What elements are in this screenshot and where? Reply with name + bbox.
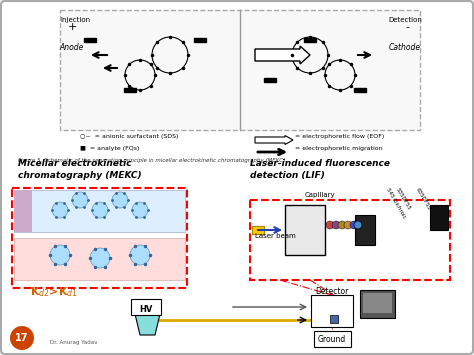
Bar <box>264 78 276 82</box>
Text: 535DF55: 535DF55 <box>395 187 412 211</box>
Circle shape <box>52 202 68 218</box>
Circle shape <box>332 221 340 229</box>
Text: Laser beam: Laser beam <box>255 233 296 239</box>
Circle shape <box>130 245 150 265</box>
Circle shape <box>112 192 128 208</box>
Text: Cathode: Cathode <box>389 43 421 52</box>
Text: Injection: Injection <box>60 17 90 23</box>
Bar <box>14 190 32 232</box>
Bar <box>330 315 338 323</box>
FancyBboxPatch shape <box>311 295 353 327</box>
Bar <box>124 88 136 92</box>
Bar <box>14 238 185 280</box>
Bar <box>355 215 375 245</box>
Text: Ground: Ground <box>318 335 346 344</box>
Bar <box>285 205 325 255</box>
Text: K$_{d2}$>K$_{d1}$: K$_{d2}$>K$_{d1}$ <box>30 285 78 299</box>
Bar <box>430 205 448 230</box>
Bar <box>304 38 316 42</box>
Text: Capillary: Capillary <box>305 192 336 198</box>
Circle shape <box>132 202 148 218</box>
Text: -: - <box>405 22 409 32</box>
Text: ■  = analyte (FQs): ■ = analyte (FQs) <box>80 146 139 151</box>
FancyArrow shape <box>255 46 310 64</box>
Text: ○~  = anionic surfactant (SDS): ○~ = anionic surfactant (SDS) <box>80 134 178 139</box>
FancyBboxPatch shape <box>250 200 450 280</box>
Circle shape <box>326 221 334 229</box>
Circle shape <box>50 245 70 265</box>
Text: = electrophoretic migration: = electrophoretic migration <box>295 146 383 151</box>
Circle shape <box>92 202 108 218</box>
Text: 545 Dichroic: 545 Dichroic <box>385 187 407 219</box>
Text: Detector: Detector <box>315 287 349 296</box>
Bar <box>252 226 264 234</box>
Bar <box>360 290 395 318</box>
Circle shape <box>90 248 110 268</box>
Text: Dr. Anurag Yadav: Dr. Anurag Yadav <box>50 340 98 345</box>
Circle shape <box>72 192 88 208</box>
FancyArrow shape <box>255 136 293 144</box>
Circle shape <box>344 221 352 229</box>
Bar <box>14 190 185 232</box>
Circle shape <box>354 221 362 229</box>
Text: Figure 5. Schematic of the separation principle in micellar electrokinetic chrom: Figure 5. Schematic of the separation pr… <box>18 158 287 163</box>
Text: 635DF55: 635DF55 <box>415 187 432 211</box>
Text: 17: 17 <box>15 333 29 343</box>
Circle shape <box>10 326 34 350</box>
Text: = electrophoretic flow (EOF): = electrophoretic flow (EOF) <box>295 134 384 139</box>
FancyBboxPatch shape <box>60 10 420 130</box>
Bar <box>194 38 206 42</box>
FancyBboxPatch shape <box>314 331 351 347</box>
Bar <box>363 293 392 313</box>
Text: Micellar electrokinetic
chromatography (MEKC): Micellar electrokinetic chromatography (… <box>18 159 142 180</box>
FancyBboxPatch shape <box>12 188 187 288</box>
Bar <box>84 38 96 42</box>
Text: Detection: Detection <box>388 17 422 23</box>
Circle shape <box>350 221 358 229</box>
Text: +: + <box>67 22 77 32</box>
Circle shape <box>338 221 346 229</box>
Bar <box>354 88 366 92</box>
FancyBboxPatch shape <box>131 299 161 315</box>
Text: Anode: Anode <box>60 43 84 52</box>
Polygon shape <box>135 314 160 335</box>
Text: Laser-induced fluorescence
detection (LIF): Laser-induced fluorescence detection (LI… <box>250 159 390 180</box>
Text: HV: HV <box>139 305 153 313</box>
